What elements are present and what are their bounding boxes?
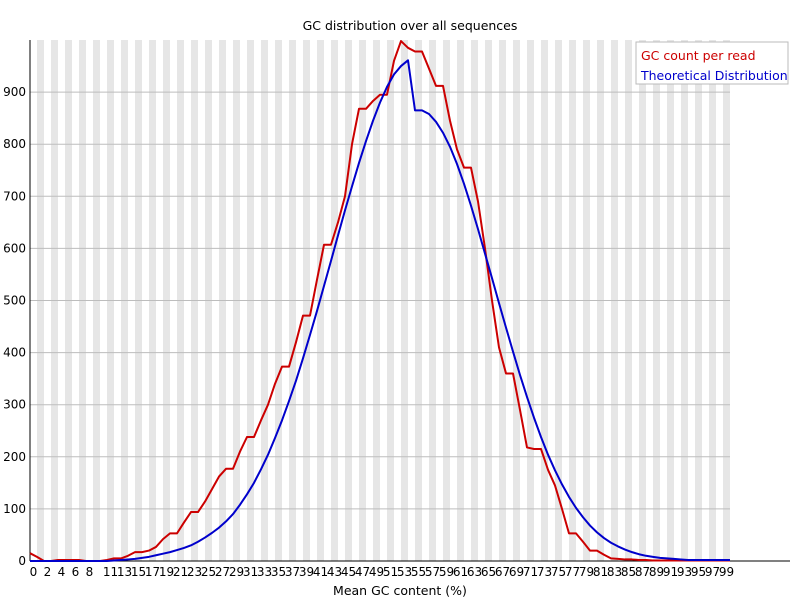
x-tick-label: 8 bbox=[86, 565, 94, 579]
legend: GC count per read Theoretical Distributi… bbox=[635, 41, 789, 85]
x-tick-label: 29 bbox=[229, 565, 244, 579]
legend-entry-gc-count: GC count per read bbox=[641, 48, 756, 63]
x-tick-label: 55 bbox=[411, 565, 426, 579]
x-tick-label: 21 bbox=[173, 565, 188, 579]
x-tick-label: 37 bbox=[285, 565, 300, 579]
x-tick-label: 95 bbox=[691, 565, 706, 579]
x-tick-label: 41 bbox=[313, 565, 328, 579]
x-tick-label: 79 bbox=[579, 565, 594, 579]
x-tick-label: 17 bbox=[145, 565, 160, 579]
x-tick-label: 87 bbox=[635, 565, 650, 579]
x-tick-label: 23 bbox=[187, 565, 202, 579]
x-tick-label: 77 bbox=[565, 565, 580, 579]
x-tick-label: 57 bbox=[425, 565, 440, 579]
x-tick-label: 47 bbox=[355, 565, 370, 579]
x-tick-label: 2 bbox=[44, 565, 52, 579]
x-tick-label: 69 bbox=[509, 565, 524, 579]
y-tick-label: 800 bbox=[3, 137, 26, 151]
x-tick-label: 31 bbox=[243, 565, 258, 579]
x-tick-label: 61 bbox=[453, 565, 468, 579]
x-tick-label: 59 bbox=[439, 565, 454, 579]
series-lines bbox=[29, 40, 730, 562]
x-tick-label: 35 bbox=[271, 565, 286, 579]
x-tick-label: 81 bbox=[593, 565, 608, 579]
y-tick-label: 600 bbox=[3, 241, 26, 255]
y-tick-label: 200 bbox=[3, 450, 26, 464]
x-tick-label: 19 bbox=[159, 565, 174, 579]
x-tick-label: 27 bbox=[215, 565, 230, 579]
x-tick-label: 65 bbox=[481, 565, 496, 579]
x-tick-label: 73 bbox=[537, 565, 552, 579]
y-tick-label: 0 bbox=[18, 554, 26, 568]
series-line-gc-count bbox=[29, 40, 730, 562]
x-axis-label: Mean GC content (%) bbox=[333, 583, 467, 598]
y-tick-label: 300 bbox=[3, 398, 26, 412]
x-tick-label: 51 bbox=[383, 565, 398, 579]
x-tick-label: 89 bbox=[649, 565, 664, 579]
x-tick-label: 99 bbox=[719, 565, 734, 579]
x-tick-label: 75 bbox=[551, 565, 566, 579]
x-tick-label: 49 bbox=[369, 565, 384, 579]
x-tick-label: 93 bbox=[677, 565, 692, 579]
x-tick-label: 13 bbox=[117, 565, 132, 579]
y-tick-label: 500 bbox=[3, 294, 26, 308]
chart-title: GC distribution over all sequences bbox=[303, 18, 518, 33]
x-tick-label: 33 bbox=[257, 565, 272, 579]
y-tick-label: 100 bbox=[3, 502, 26, 516]
x-tick-label: 25 bbox=[201, 565, 216, 579]
y-tick-label: 900 bbox=[3, 85, 26, 99]
x-tick-label: 11 bbox=[103, 565, 118, 579]
legend-entry-theoretical: Theoretical Distribution bbox=[640, 68, 788, 83]
series-line-theoretical bbox=[30, 59, 730, 562]
x-tick-label: 83 bbox=[607, 565, 622, 579]
x-tick-label: 85 bbox=[621, 565, 636, 579]
x-tick-label: 0 bbox=[30, 565, 38, 579]
x-tick-label: 6 bbox=[72, 565, 80, 579]
x-tick-label: 97 bbox=[705, 565, 720, 579]
horizontal-grid bbox=[30, 91, 730, 510]
x-tick-label: 63 bbox=[467, 565, 482, 579]
y-tick-label: 400 bbox=[3, 346, 26, 360]
x-tick-label: 91 bbox=[663, 565, 678, 579]
y-tick-label: 700 bbox=[3, 189, 26, 203]
x-tick-label: 15 bbox=[131, 565, 146, 579]
x-tick-label: 39 bbox=[299, 565, 314, 579]
x-tick-label: 43 bbox=[327, 565, 342, 579]
x-tick-label: 4 bbox=[58, 565, 66, 579]
x-tick-labels: 0 2 4 6 8 11131517192123252729313335373941434… bbox=[30, 565, 734, 579]
x-tick-label: 71 bbox=[523, 565, 538, 579]
x-tick-label: 67 bbox=[495, 565, 510, 579]
y-tick-labels: 0 100 200 300 400 500 600 700 800 900 bbox=[3, 85, 26, 568]
x-tick-label: 45 bbox=[341, 565, 356, 579]
x-tick-label: 53 bbox=[397, 565, 412, 579]
legend-box bbox=[635, 41, 789, 85]
